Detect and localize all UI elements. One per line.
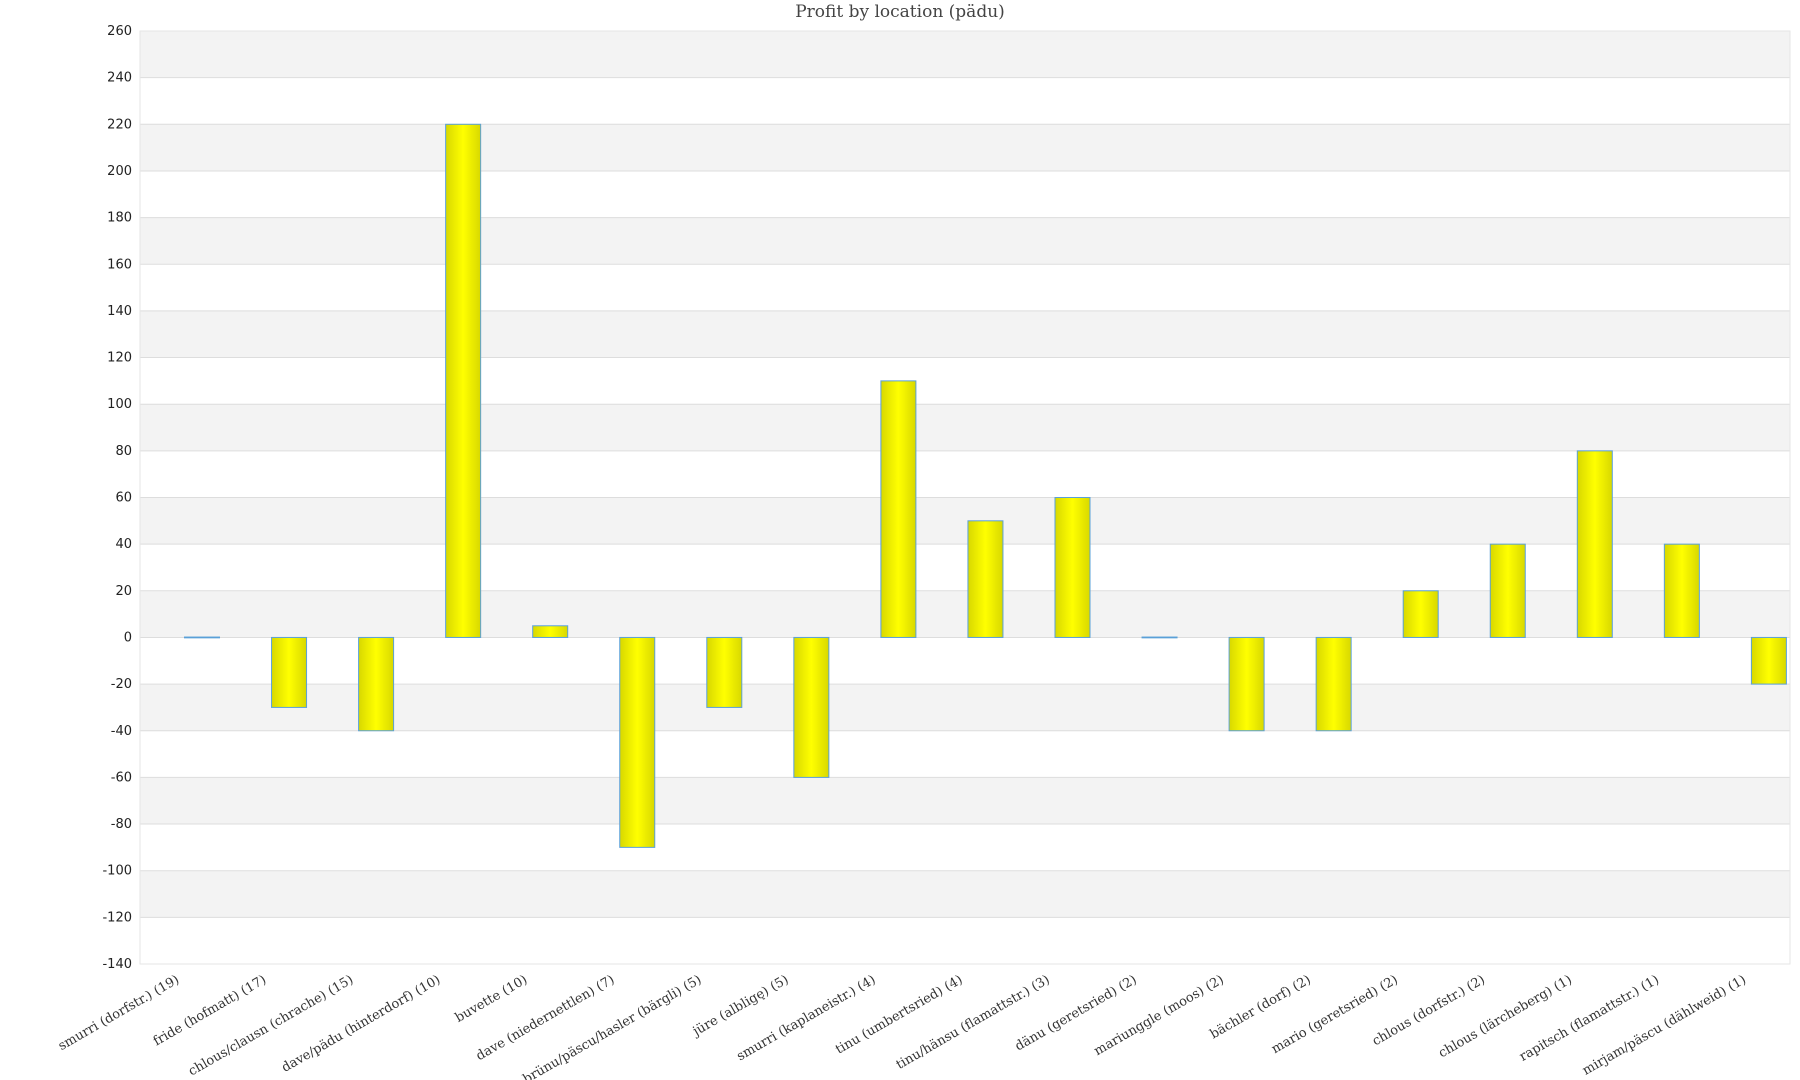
grid-band [140, 124, 1790, 171]
y-axis-ticks: 260240220200180160140120100806040200-20-… [102, 24, 132, 972]
grid-band [140, 404, 1790, 451]
y-tick-label: -40 [111, 724, 132, 739]
x-tick-label: brünu/päscu/hasler (bärgli) (5) [521, 972, 705, 1080]
bar [271, 636, 308, 708]
y-tick-label: 140 [107, 304, 132, 319]
bar [706, 636, 743, 708]
y-tick-label: 180 [107, 211, 132, 226]
y-tick-label: -60 [111, 770, 132, 785]
y-tick-label: -20 [111, 677, 132, 692]
y-tick-label: 0 [124, 630, 132, 645]
grid-band [140, 777, 1790, 825]
y-tick-label: -140 [102, 957, 132, 972]
grid-band [140, 497, 1790, 545]
y-tick-label: 120 [107, 351, 132, 366]
bar [793, 636, 830, 778]
x-tick-label: dave (niedernettlen) (7) [474, 972, 618, 1064]
x-tick-label: mirjam/päscu (dählweid) (1) [1580, 972, 1749, 1078]
bar [967, 520, 1004, 638]
grid-bands [140, 31, 1790, 918]
x-axis-ticks: smurri (dorfstr.) (19)fride (hofmatt) (1… [56, 972, 1749, 1080]
y-tick-label: -80 [111, 817, 132, 832]
bar [1576, 450, 1613, 638]
x-tick-label: chlous/clausn (chrache) (15) [186, 972, 356, 1079]
x-tick-label: buvette (10) [453, 972, 530, 1025]
y-tick-label: 160 [107, 257, 132, 272]
bar [445, 123, 482, 638]
y-tick-label: 260 [107, 24, 132, 39]
bars [184, 123, 1787, 848]
x-tick-label: dave/pädu (hinterdorf) (10) [279, 972, 443, 1075]
bar [1228, 636, 1265, 732]
bar [1663, 543, 1700, 638]
bar [1750, 636, 1787, 685]
y-tick-label: 220 [107, 117, 132, 132]
x-tick-label: smurri (kaplaneistr.) (4) [734, 972, 878, 1064]
gridlines [139, 30, 1791, 965]
y-tick-label: -100 [102, 864, 132, 879]
bar [1402, 590, 1439, 638]
grid-band [140, 217, 1790, 265]
x-tick-label: rapitsch (flamattstr.) (1) [1517, 972, 1662, 1064]
chart-title: Profit by location (pädu) [795, 2, 1005, 22]
bar [1315, 636, 1352, 732]
grid-band [140, 31, 1790, 78]
y-tick-label: 200 [107, 164, 132, 179]
y-tick-label: -120 [102, 910, 132, 925]
y-tick-label: 40 [115, 537, 132, 552]
bar [358, 636, 395, 732]
bar [1489, 543, 1526, 638]
y-tick-label: 240 [107, 71, 132, 86]
y-tick-label: 100 [107, 397, 132, 412]
x-tick-label: tinu/hänsu (flamattstr.) (3) [894, 972, 1053, 1072]
grid-band [140, 870, 1790, 918]
grid-band [140, 684, 1790, 731]
y-tick-label: 20 [115, 584, 132, 599]
bar [880, 380, 917, 638]
plot-frame [139, 30, 1791, 965]
bar [532, 625, 569, 638]
y-tick-label: 80 [115, 444, 132, 459]
bar [619, 636, 656, 848]
grid-band [140, 590, 1790, 638]
bar [1054, 497, 1091, 638]
y-tick-label: 60 [115, 491, 132, 506]
bar [184, 636, 220, 639]
bar [1141, 636, 1178, 639]
grid-band [140, 310, 1790, 358]
